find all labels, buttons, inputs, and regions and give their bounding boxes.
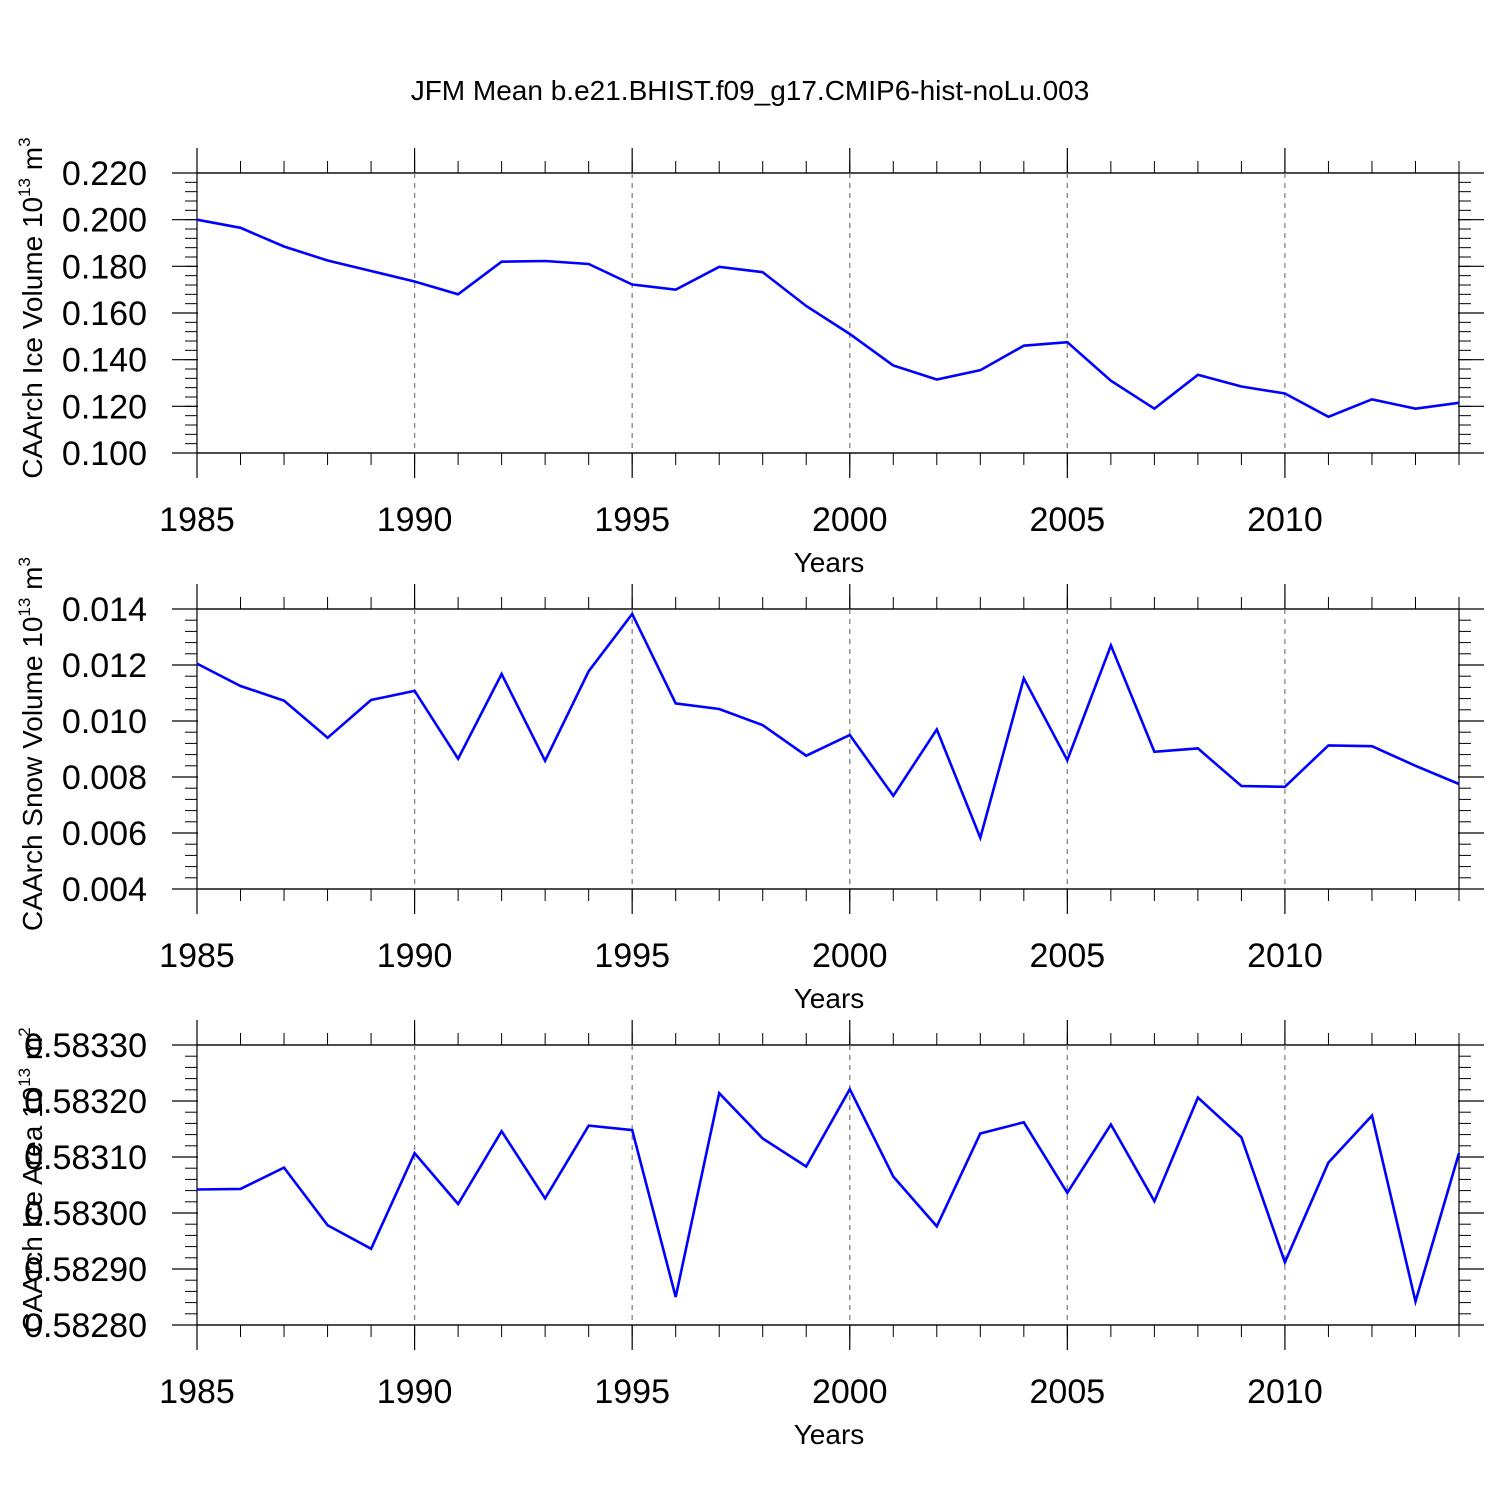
- y-tick-label: 0.010: [62, 703, 147, 741]
- x-tick-label: 1985: [159, 937, 235, 975]
- x-tick-label: 2005: [1030, 937, 1106, 975]
- y-tick-label: 0.200: [62, 202, 147, 240]
- y-tick-label: 0.220: [62, 155, 147, 193]
- x-tick-label: 2000: [812, 1373, 888, 1411]
- y-tick-label: 0.100: [62, 435, 147, 473]
- y-tick-label: 0.140: [62, 342, 147, 380]
- x-tick-label: 2005: [1030, 1373, 1106, 1411]
- panel-3: 0.58330 0.58320 0.58310 0.58300 0.58290 0.582…: [15, 1020, 1484, 1450]
- y-tick-label: 0.004: [62, 871, 147, 909]
- x-axis-title: Years: [794, 983, 865, 1014]
- y-tick-label: 0.180: [62, 248, 147, 286]
- y-tick-label: 0.120: [62, 388, 147, 426]
- x-tick-label: 2005: [1030, 501, 1106, 539]
- y-tick-label: 0.008: [62, 759, 147, 797]
- x-tick-label: 1985: [159, 501, 235, 539]
- x-tick-label: 2010: [1247, 501, 1323, 539]
- y-tick-label: 0.58320: [24, 1083, 147, 1121]
- series-line-1: [196, 611, 1460, 842]
- chart-title: JFM Mean b.e21.BHIST.f09_g17.CMIP6-hist-…: [411, 75, 1090, 106]
- y-tick-label: 0.006: [62, 815, 147, 853]
- x-tick-label: 2010: [1247, 1373, 1323, 1411]
- x-tick-label: 2010: [1247, 937, 1323, 975]
- y-tick-label: 0.58280: [24, 1307, 147, 1345]
- x-tick-label: 2000: [812, 937, 888, 975]
- x-tick-label: 1990: [377, 1373, 453, 1411]
- y-tick-label: 0.58290: [24, 1251, 147, 1289]
- series-line-1: [196, 1086, 1461, 1307]
- y-tick-label: 0.58310: [24, 1139, 147, 1177]
- panel-2: 0.014 0.012 0.010 0.008 0.006 0.004 1985 1990 19…: [15, 557, 1484, 1014]
- x-tick-label: 1985: [159, 1373, 235, 1411]
- y-tick-label: 0.014: [62, 591, 147, 629]
- y-axis-title: CAArch Snow Volume 1013 m3: [15, 557, 48, 931]
- y-axis-title: CAArch Ice Volume 1013 m3: [15, 137, 48, 478]
- x-tick-label: 1995: [594, 501, 670, 539]
- x-tick-label: 2000: [812, 501, 888, 539]
- x-tick-label: 1990: [377, 937, 453, 975]
- y-tick-label: 0.58330: [24, 1027, 147, 1065]
- y-tick-label: 0.58300: [24, 1195, 147, 1233]
- y-tick-label: 0.160: [62, 295, 147, 333]
- y-tick-label: 0.012: [62, 647, 147, 685]
- y-axis-title: CAArch Ice Area 1013 m2: [15, 1027, 48, 1332]
- x-axis-title: Years: [794, 547, 865, 578]
- x-tick-label: 1995: [594, 1373, 670, 1411]
- plot-frame: [196, 1044, 1460, 1326]
- series-line-1: [196, 218, 1460, 419]
- x-tick-label: 1995: [594, 937, 670, 975]
- x-axis-title: Years: [794, 1419, 865, 1450]
- panel-1: 0.220 0.200 0.180 0.160 0.140 0.120 0.100 1985 1…: [15, 137, 1484, 578]
- plot-frame: [196, 608, 1460, 890]
- x-tick-label: 1990: [377, 501, 453, 539]
